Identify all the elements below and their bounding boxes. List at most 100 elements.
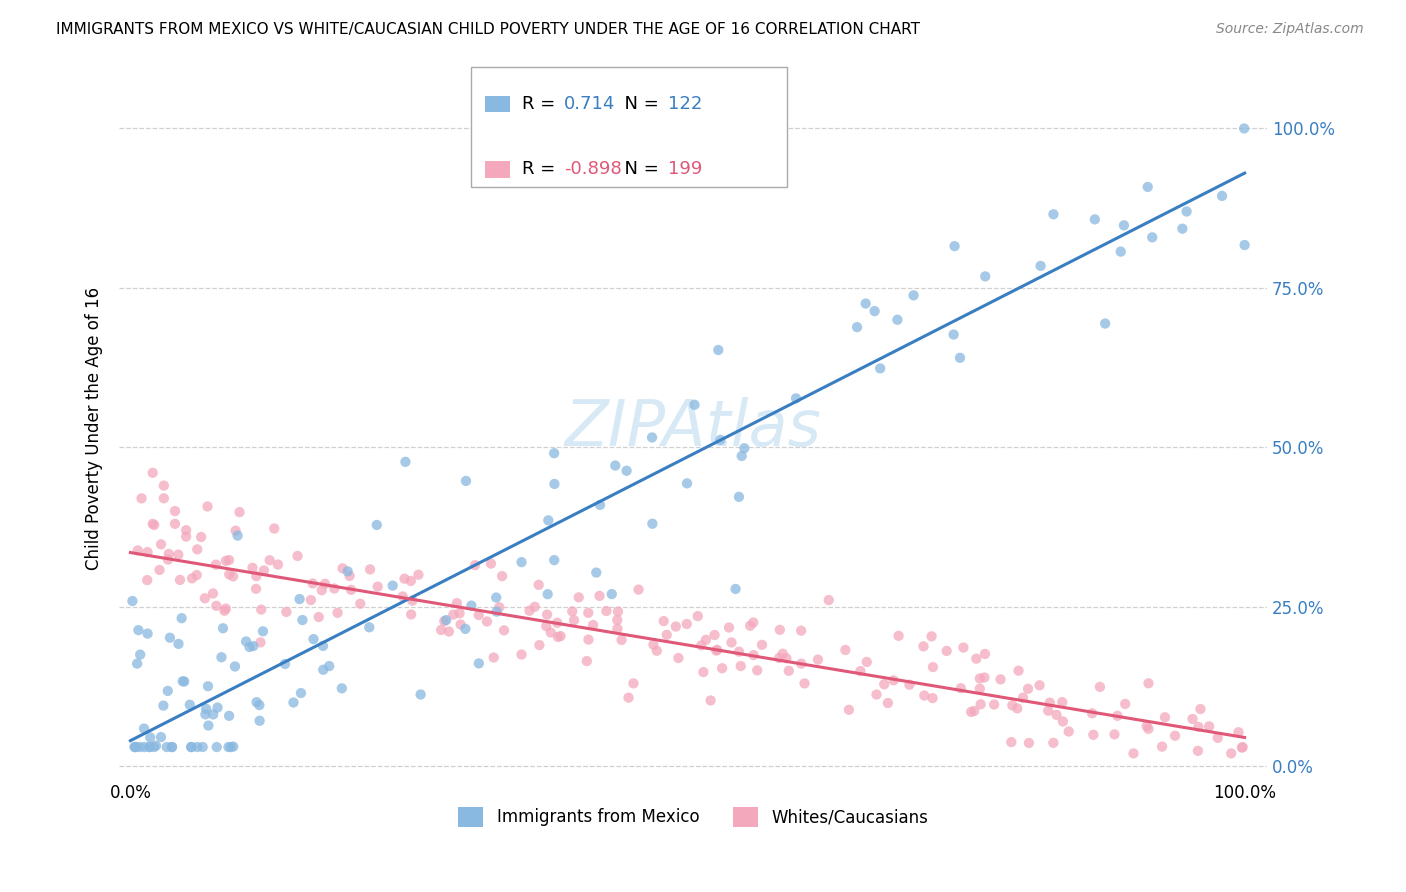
Point: [540, 625, 562, 640]
Text: R =: R =: [522, 161, 561, 178]
Point: [817, 593, 839, 607]
Point: [274, 657, 297, 671]
Point: [849, 664, 872, 678]
Point: [399, 607, 422, 622]
Point: [454, 622, 477, 636]
Point: [250, 602, 273, 616]
Point: [124, 739, 146, 754]
Point: [467, 607, 489, 622]
Point: [218, 708, 240, 723]
Point: [686, 609, 709, 624]
Point: [222, 569, 245, 583]
Point: [1045, 707, 1067, 722]
Point: [728, 490, 751, 504]
Point: [1189, 702, 1212, 716]
Point: [1152, 739, 1174, 754]
Point: [568, 591, 591, 605]
Point: [366, 518, 388, 533]
Point: [1233, 238, 1256, 252]
Point: [194, 591, 217, 606]
Point: [433, 614, 456, 628]
Point: [136, 626, 159, 640]
Point: [706, 642, 728, 657]
Point: [742, 648, 765, 662]
Point: [1154, 710, 1177, 724]
Point: [510, 555, 533, 569]
Point: [488, 600, 510, 615]
Point: [1001, 698, 1024, 713]
Point: [1007, 664, 1029, 678]
Point: [242, 639, 264, 653]
Point: [1038, 704, 1060, 718]
Point: [742, 615, 765, 630]
Point: [969, 681, 991, 696]
Point: [1137, 676, 1160, 690]
Point: [211, 650, 233, 665]
Point: [242, 561, 264, 575]
Point: [543, 477, 565, 491]
Point: [969, 698, 991, 712]
Point: [790, 657, 813, 671]
Point: [190, 530, 212, 544]
Point: [195, 702, 218, 716]
Point: [139, 731, 162, 745]
Point: [1122, 747, 1144, 761]
Point: [582, 618, 605, 632]
Point: [969, 672, 991, 686]
Point: [1164, 729, 1187, 743]
Point: [704, 643, 727, 657]
Point: [163, 504, 186, 518]
Point: [263, 522, 285, 536]
Point: [235, 634, 257, 648]
Point: [312, 663, 335, 677]
Point: [1029, 259, 1052, 273]
Point: [247, 698, 270, 712]
Point: [855, 655, 877, 669]
Point: [887, 629, 910, 643]
Point: [218, 739, 240, 754]
Point: [617, 690, 640, 705]
Point: [460, 599, 482, 613]
Point: [441, 607, 464, 622]
Point: [485, 591, 508, 605]
Point: [142, 466, 165, 480]
Point: [912, 689, 935, 703]
Point: [1181, 712, 1204, 726]
Point: [692, 665, 714, 679]
Point: [201, 586, 224, 600]
Point: [367, 580, 389, 594]
Point: [1057, 724, 1080, 739]
Point: [197, 718, 219, 732]
Point: [578, 632, 600, 647]
Point: [588, 589, 610, 603]
Point: [180, 739, 202, 754]
Point: [437, 624, 460, 639]
Point: [1175, 204, 1198, 219]
Point: [226, 528, 249, 542]
Point: [1052, 714, 1074, 729]
Point: [179, 698, 201, 712]
Point: [218, 567, 240, 582]
Point: [711, 661, 734, 675]
Point: [561, 604, 583, 618]
Point: [197, 500, 219, 514]
Point: [1109, 244, 1132, 259]
Point: [212, 621, 235, 635]
Point: [537, 587, 560, 601]
Point: [709, 433, 731, 447]
Point: [401, 593, 423, 607]
Point: [912, 640, 935, 654]
Point: [143, 518, 166, 533]
Point: [391, 590, 413, 604]
Point: [202, 707, 225, 722]
Point: [1211, 189, 1233, 203]
Point: [475, 615, 498, 629]
Point: [290, 686, 312, 700]
Point: [600, 587, 623, 601]
Point: [132, 722, 155, 736]
Point: [576, 606, 599, 620]
Point: [238, 640, 260, 654]
Point: [186, 568, 208, 582]
Point: [191, 739, 214, 754]
Point: [169, 573, 191, 587]
